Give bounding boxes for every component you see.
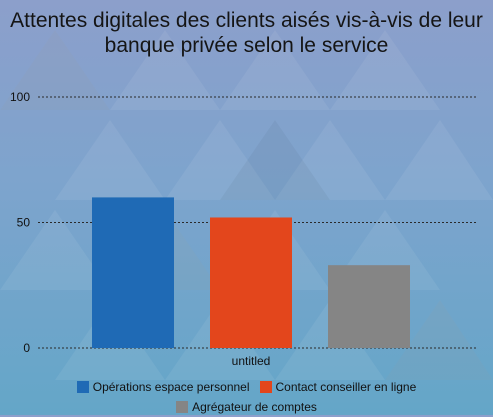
bar-series-0	[92, 197, 174, 348]
y-tick-label-50: 50	[17, 216, 31, 230]
chart-title: Attentes digitales des clients aisés vis…	[10, 9, 483, 57]
x-category-label-0: untitled	[232, 354, 271, 368]
legend-swatch-agregateur	[176, 401, 189, 413]
legend-row-1: Opérations espace personnel Contact cons…	[0, 377, 493, 397]
y-tick-label-0: 0	[23, 341, 30, 355]
legend-item-contact[interactable]: Contact conseiller en ligne	[259, 380, 417, 394]
legend-swatch-contact	[259, 381, 272, 393]
legend-label-operations: Opérations espace personnel	[92, 380, 250, 394]
legend-item-agregateur[interactable]: Agrégateur de comptes	[176, 400, 317, 414]
legend-item-operations[interactable]: Opérations espace personnel	[76, 380, 250, 394]
legend-label-contact: Contact conseiller en ligne	[275, 380, 417, 394]
legend-row-2: Agrégateur de comptes	[0, 397, 493, 417]
bar-series-1	[210, 217, 292, 348]
legend-label-agregateur: Agrégateur de comptes	[192, 400, 317, 414]
y-tick-label-100: 100	[10, 90, 30, 104]
bar-series-2	[328, 265, 410, 348]
legend-swatch-operations	[76, 381, 89, 393]
chart-legend: Opérations espace personnel Contact cons…	[0, 377, 493, 417]
